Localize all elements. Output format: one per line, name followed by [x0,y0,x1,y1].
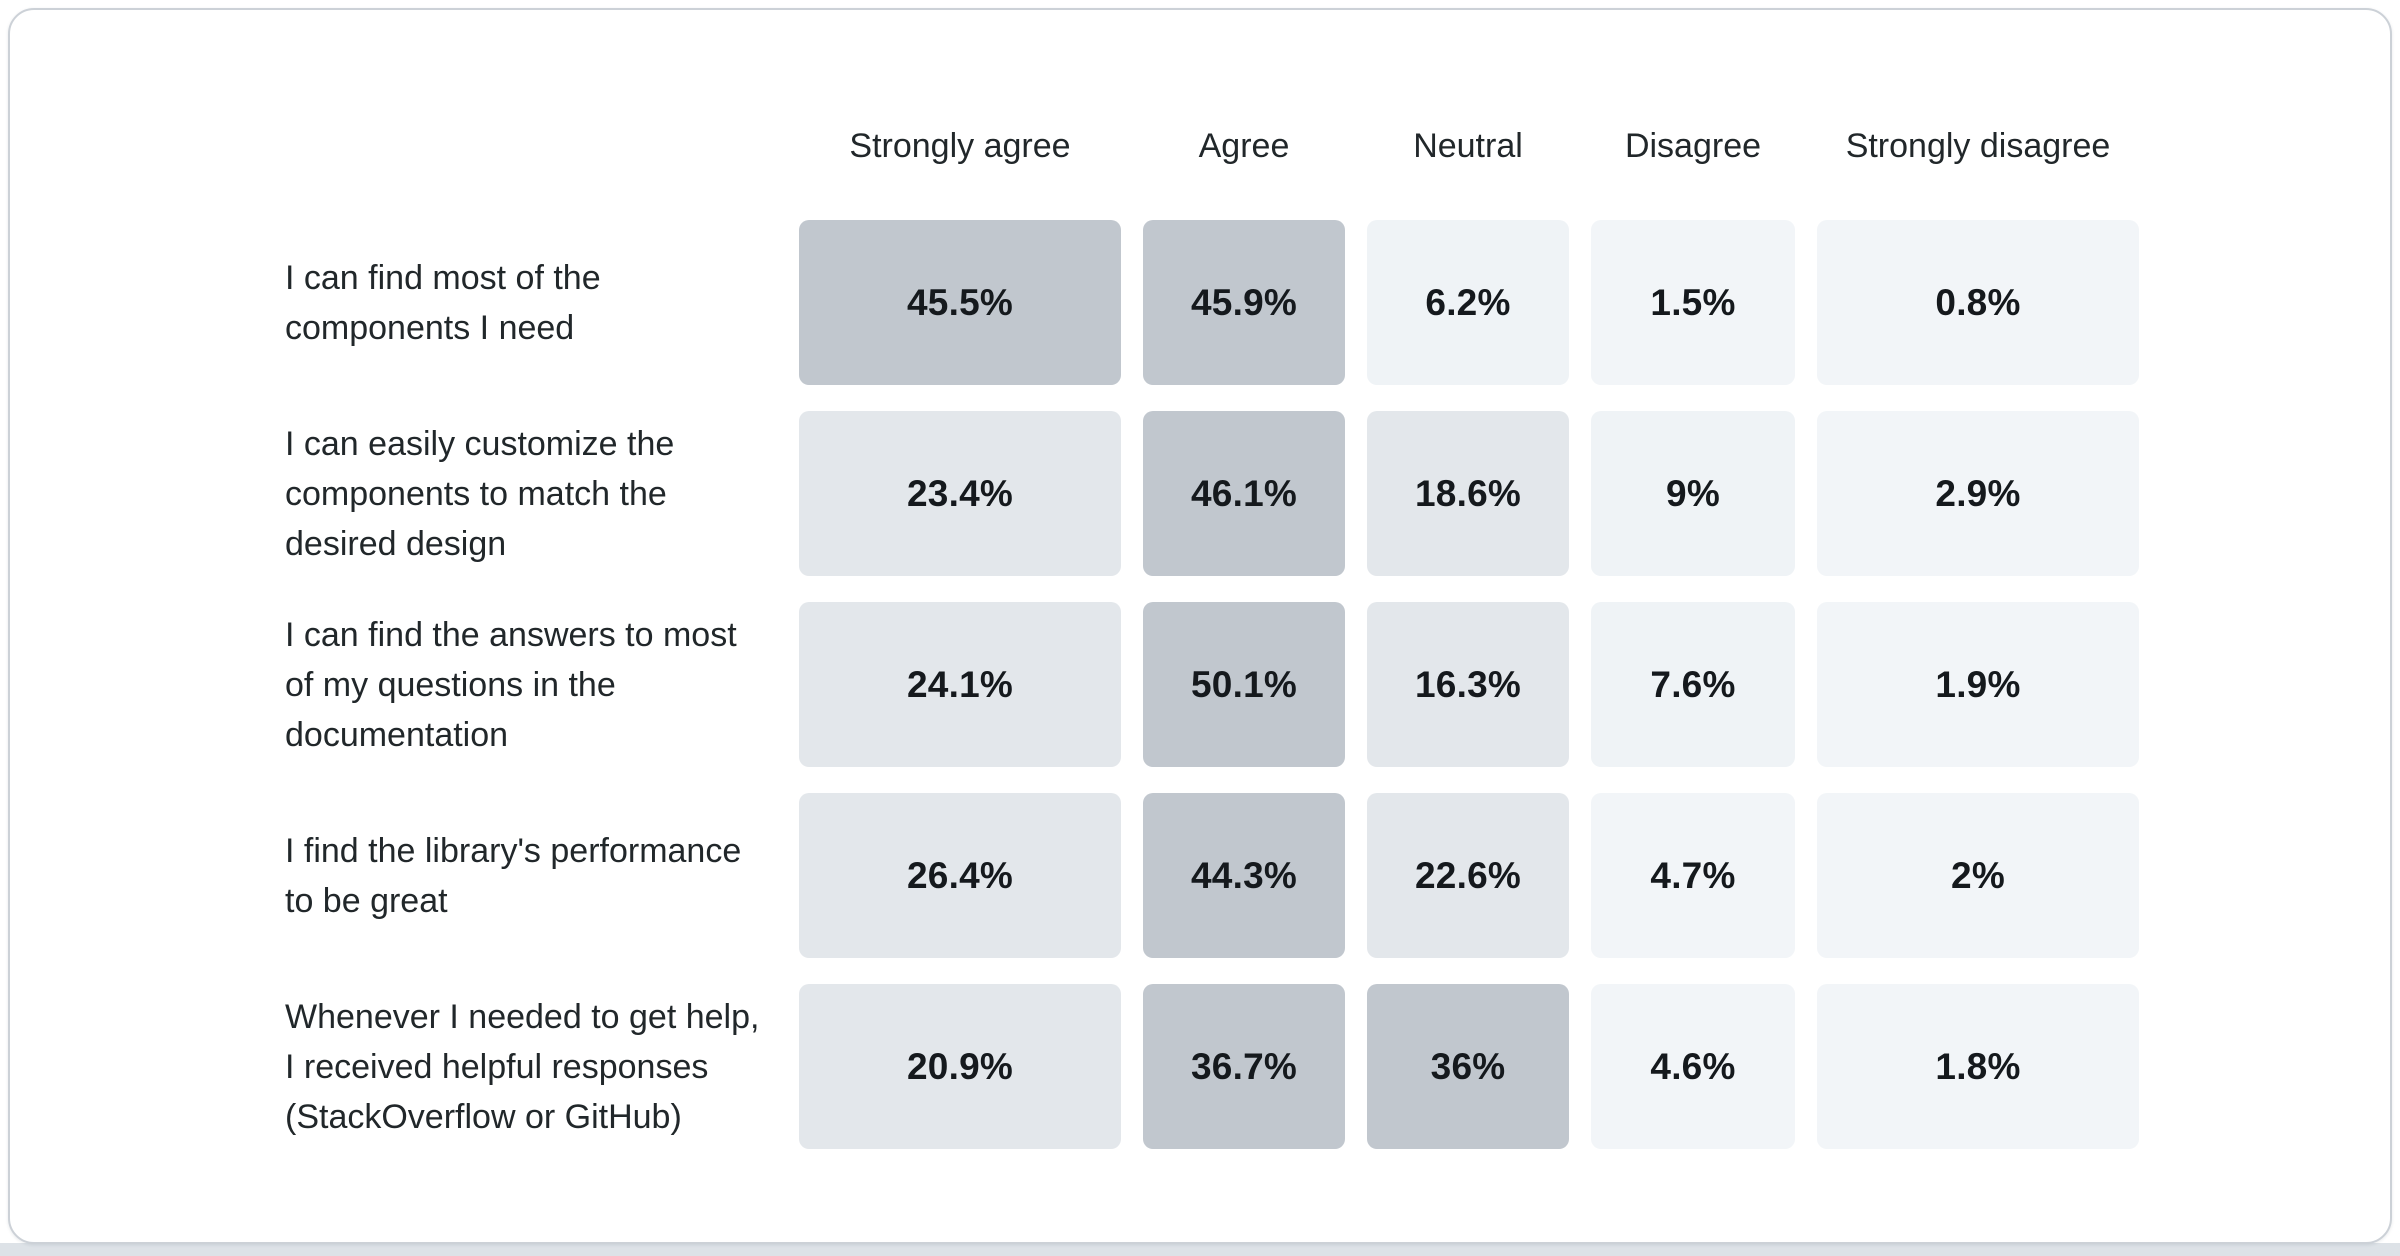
row-label-4: I find the library's performance to be g… [285,831,742,920]
heatmap-cell-r3-c1: 24.1% [799,602,1121,767]
heatmap-cell-r2-c5: 2.9% [1817,411,2139,576]
heatmap-cell-r5-c5: 1.8% [1817,984,2139,1149]
heatmap-cell-r4-c3: 22.6% [1367,793,1569,958]
heatmap-cell-r3-c4: 7.6% [1591,602,1795,767]
corner-spacer [285,98,777,194]
row-label-3: I can find the answers to most of my que… [285,615,737,754]
survey-heatmap-card: Strongly agree Agree Neutral Disagree Strong… [8,8,2392,1244]
heatmap-cell-r1-c1: 45.5% [799,220,1121,385]
heatmap-cell-r2-c2: 46.1% [1143,411,1345,576]
heatmap-cell-r3-c2: 50.1% [1143,602,1345,767]
heatmap-cell-r2-c4: 9% [1591,411,1795,576]
column-header-1: Strongly agree [849,126,1071,165]
column-header-2: Agree [1198,126,1290,165]
row-label-1: I can find most of the components I need [285,258,601,347]
column-header-3: Neutral [1413,126,1523,165]
heatmap-cell-r1-c4: 1.5% [1591,220,1795,385]
heatmap-cell-r4-c2: 44.3% [1143,793,1345,958]
heatmap-cell-r4-c1: 26.4% [799,793,1121,958]
heatmap-cell-r1-c5: 0.8% [1817,220,2139,385]
heatmap-cell-r5-c3: 36% [1367,984,1569,1149]
row-label-2: I can easily customize the components to… [285,424,675,563]
heatmap-cell-r2-c1: 23.4% [799,411,1121,576]
column-header-5: Strongly disagree [1845,126,2111,165]
heatmap-cell-r1-c3: 6.2% [1367,220,1569,385]
heatmap-cell-r5-c4: 4.6% [1591,984,1795,1149]
row-label-5: Whenever I needed to get help, I receive… [285,997,760,1136]
heatmap-cell-r4-c4: 4.7% [1591,793,1795,958]
heatmap-cell-r5-c2: 36.7% [1143,984,1345,1149]
column-header-4: Disagree [1624,126,1762,165]
heatmap-cell-r3-c3: 16.3% [1367,602,1569,767]
heatmap-cell-r2-c3: 18.6% [1367,411,1569,576]
window-bottom-edge [0,1243,2400,1256]
likert-heatmap: Strongly agree Agree Neutral Disagree Strong… [285,98,2139,1149]
heatmap-cell-r4-c5: 2% [1817,793,2139,958]
heatmap-cell-r1-c2: 45.9% [1143,220,1345,385]
heatmap-cell-r5-c1: 20.9% [799,984,1121,1149]
heatmap-cell-r3-c5: 1.9% [1817,602,2139,767]
